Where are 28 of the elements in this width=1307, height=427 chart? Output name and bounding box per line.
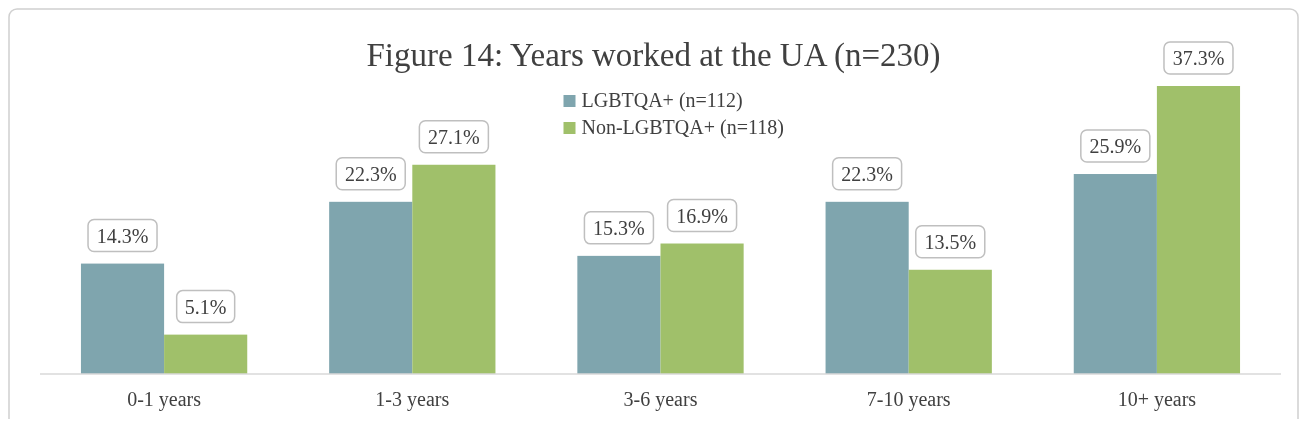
data-label: 22.3% [344, 162, 397, 185]
bar [80, 263, 165, 374]
bar [1073, 174, 1157, 374]
data-label: 25.9% [1089, 135, 1142, 158]
data-label: 15.3% [593, 216, 645, 239]
bar [577, 255, 661, 374]
data-label: 27.1% [428, 125, 480, 148]
x-tick-label: 7-10 years [866, 388, 951, 411]
x-tick-label: 3-6 years [623, 388, 698, 411]
bar [1156, 86, 1241, 374]
data-label: 14.3% [96, 224, 149, 247]
chart-title: Figure 14: Years worked at the UA (n=230) [366, 37, 941, 74]
bar [329, 201, 413, 374]
bar [908, 269, 992, 374]
bar [660, 243, 744, 374]
legend-label: LGBTQA+ (n=112) [581, 89, 743, 112]
x-tick-label: 0-1 years [127, 388, 202, 411]
data-label: 22.3% [841, 162, 893, 185]
bar [164, 334, 248, 374]
bar [412, 164, 496, 374]
data-label: 5.1% [184, 295, 227, 318]
data-label: 13.5% [924, 230, 977, 253]
x-tick-label: 10+ years [1117, 388, 1197, 411]
legend-label: Non-LGBTQA+ (n=118) [581, 116, 784, 139]
bar [825, 201, 909, 374]
data-label: 37.3% [1172, 47, 1225, 69]
data-label: 16.9% [676, 204, 728, 227]
x-tick-label: 1-3 years [375, 388, 450, 411]
